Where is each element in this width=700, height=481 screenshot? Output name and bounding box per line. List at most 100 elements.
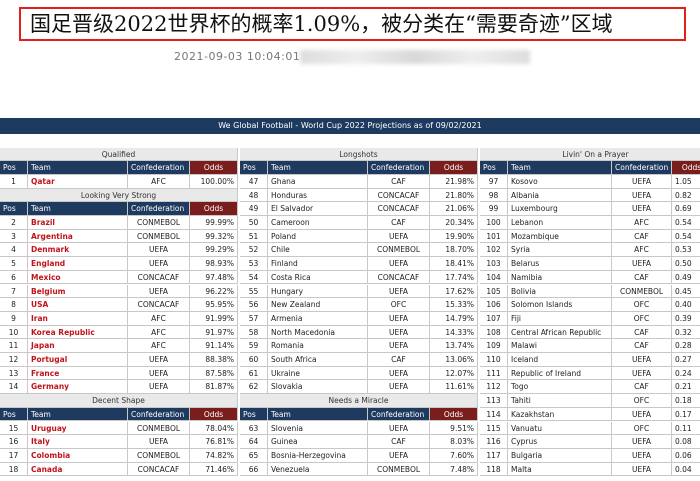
pos-cell: 99 <box>480 202 508 216</box>
odds-cell: 87.58% <box>190 366 238 381</box>
pos-cell: 115 <box>480 421 508 436</box>
team-cell: New Zealand <box>268 298 368 312</box>
confederation-cell: CAF <box>612 229 672 244</box>
pos-cell: 109 <box>480 339 508 353</box>
table-title: We Global Football - World Cup 2022 Proj… <box>0 118 700 134</box>
odds-cell: 91.97% <box>190 325 238 340</box>
confederation-cell: CONMEBOL <box>128 421 190 436</box>
team-cell: Japan <box>28 339 128 353</box>
odds-cell: 15.33% <box>430 298 478 312</box>
pos-cell: 65 <box>240 448 268 463</box>
pos-cell: 4 <box>0 243 28 258</box>
pos-cell: 10 <box>0 325 28 340</box>
odds-cell: 0.17 <box>672 408 700 422</box>
odds-cell: 0.50 <box>672 257 700 271</box>
pos-cell: 55 <box>240 284 268 299</box>
column-header: Confederation <box>368 407 430 422</box>
pos-cell: 118 <box>480 462 508 477</box>
odds-cell: 0.32 <box>672 326 700 340</box>
team-cell: Canada <box>28 462 128 477</box>
odds-cell: 8.03% <box>430 435 478 449</box>
team-cell: Luxembourg <box>508 202 612 216</box>
confederation-cell: UEFA <box>368 339 430 353</box>
column-header: Team <box>268 161 368 175</box>
column-header: Pos <box>240 161 268 175</box>
confederation-cell: CONCACAF <box>368 202 430 216</box>
confederation-cell: UEFA <box>612 257 672 271</box>
pos-cell: 100 <box>480 216 508 230</box>
confederation-cell: UEFA <box>612 366 672 381</box>
column-header: Team <box>28 161 128 175</box>
team-cell: Mexico <box>28 270 128 285</box>
confederation-cell: CAF <box>368 435 430 449</box>
team-cell: Syria <box>508 243 612 258</box>
odds-cell: 95.95% <box>190 298 238 312</box>
odds-cell: 99.99% <box>190 216 238 230</box>
pos-cell: 9 <box>0 311 28 326</box>
confederation-cell: CAF <box>612 270 672 285</box>
pos-cell: 5 <box>0 257 28 271</box>
team-cell: Armenia <box>268 311 368 326</box>
odds-cell: 14.79% <box>430 311 478 326</box>
confederation-cell: UEFA <box>368 380 430 395</box>
column-header: Odds <box>430 407 478 422</box>
odds-cell: 7.60% <box>430 448 478 463</box>
team-cell: Kosovo <box>508 174 612 189</box>
team-cell: Guinea <box>268 435 368 449</box>
column-header: Odds <box>430 161 478 175</box>
odds-cell: 78.04% <box>190 421 238 436</box>
team-cell: Fiji <box>508 311 612 326</box>
team-cell: Iran <box>28 311 128 326</box>
team-cell: El Salvador <box>268 202 368 216</box>
confederation-cell: CONCACAF <box>128 462 190 477</box>
odds-cell: 20.34% <box>430 216 478 230</box>
odds-cell: 0.54 <box>672 216 700 230</box>
column-header: Team <box>28 407 128 422</box>
team-cell: Malta <box>508 462 612 477</box>
pos-cell: 61 <box>240 366 268 381</box>
odds-cell: 0.69 <box>672 202 700 216</box>
pos-cell: 113 <box>480 394 508 408</box>
pos-cell: 104 <box>480 270 508 285</box>
team-cell: Cyprus <box>508 435 612 449</box>
team-cell: Cameroon <box>268 216 368 230</box>
odds-cell: 99.32% <box>190 229 238 244</box>
pos-cell: 108 <box>480 325 508 340</box>
column-header: Confederation <box>368 161 430 175</box>
team-cell: Colombia <box>28 448 128 463</box>
odds-cell: 19.90% <box>430 229 478 244</box>
confederation-cell: UEFA <box>368 311 430 326</box>
pos-cell: 16 <box>0 435 28 449</box>
team-cell: Finland <box>268 257 368 271</box>
odds-cell: 18.41% <box>430 257 478 271</box>
odds-cell: 14.33% <box>430 325 478 340</box>
column-header: Pos <box>0 407 28 422</box>
team-cell: Portugal <box>28 353 128 367</box>
odds-cell: 13.06% <box>430 353 478 367</box>
team-cell: Argentina <box>28 229 128 244</box>
odds-cell: 0.18 <box>672 394 700 408</box>
team-cell: North Macedonia <box>268 325 368 340</box>
confederation-cell: UEFA <box>612 353 672 367</box>
pos-cell: 1 <box>0 174 28 189</box>
section-title: Needs a Miracle <box>240 394 478 408</box>
column-header: Confederation <box>612 161 672 175</box>
odds-cell: 81.87% <box>190 380 238 395</box>
team-cell: Mozambique <box>508 229 612 244</box>
confederation-cell: UEFA <box>128 284 190 299</box>
pos-cell: 97 <box>480 174 508 189</box>
column-header: Team <box>508 161 612 175</box>
section-title: Qualified <box>0 147 238 162</box>
odds-cell: 21.06% <box>430 202 478 216</box>
team-cell: Belarus <box>508 257 612 271</box>
confederation-cell: UEFA <box>128 380 190 395</box>
team-cell: Iceland <box>508 353 612 367</box>
pos-cell: 56 <box>240 298 268 312</box>
team-cell: Uruguay <box>28 421 128 436</box>
team-cell: Central African Republic <box>508 325 612 340</box>
team-cell: Venezuela <box>268 462 368 477</box>
confederation-cell: UEFA <box>128 257 190 271</box>
pos-cell: 7 <box>0 284 28 299</box>
odds-cell: 12.07% <box>430 366 478 381</box>
projection-table: We Global Football - World Cup 2022 Proj… <box>0 118 700 481</box>
